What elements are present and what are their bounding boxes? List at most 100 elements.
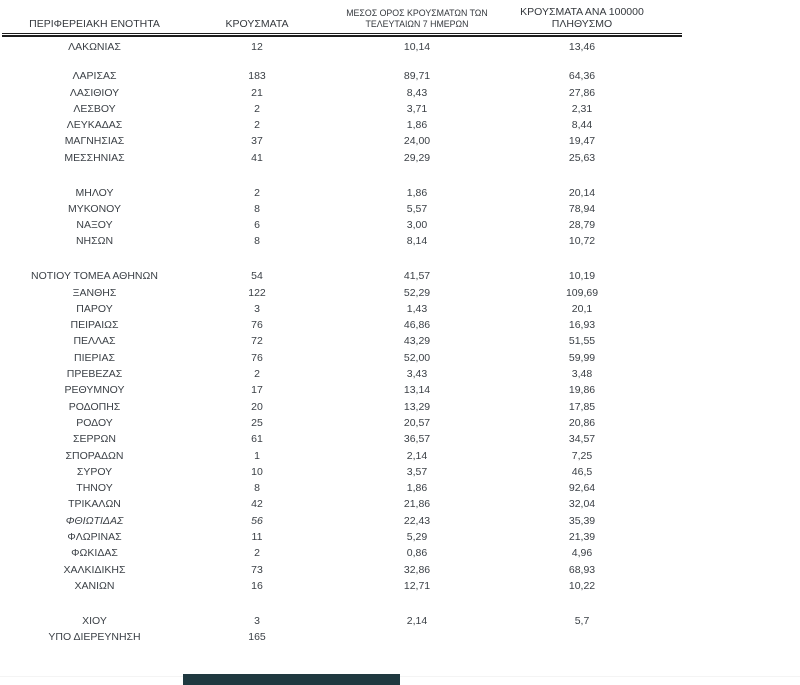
cell-avg7: 41,57 <box>403 270 431 283</box>
table-row: ΦΩΚΙΔΑΣ 2 0,86 4,96 <box>2 545 682 561</box>
table-row: ΛΕΥΚΑΔΑΣ 2 1,86 8,44 <box>2 117 682 133</box>
cell-cases: 21 <box>251 86 263 99</box>
cell-region: ΛΕΣΒΟΥ <box>73 102 116 115</box>
cell-per100k: 3,48 <box>571 368 593 381</box>
table-group: ΝΟΤΙΟΥ ΤΟΜΕΑ ΑΘΗΝΩΝ 54 41,57 10,19 ΞΑΝΘΗ… <box>2 268 682 594</box>
cell-region: ΠΡΕΒΕΖΑΣ <box>66 368 123 381</box>
cell-region: ΡΟΔΟΠΗΣ <box>68 400 121 413</box>
table-row: ΦΛΩΡΙΝΑΣ 11 5,29 21,39 <box>2 529 682 545</box>
cell-avg7: 36,57 <box>403 433 431 446</box>
table-row: ΧΑΛΚΙΔΙΚΗΣ 73 32,86 68,93 <box>2 562 682 578</box>
table-row: ΜΗΛΟΥ 2 1,86 20,14 <box>2 185 682 201</box>
cell-cases: 8 <box>254 202 260 215</box>
cell-region: ΤΡΙΚΑΛΩΝ <box>68 498 121 511</box>
cell-region: ΧΑΛΚΙΔΙΚΗΣ <box>63 563 126 576</box>
cell-cases: 2 <box>254 119 260 132</box>
table-row: ΧΑΝΙΩΝ 16 12,71 10,22 <box>2 578 682 594</box>
cell-cases: 1 <box>254 449 260 462</box>
cell-region: ΥΠΟ ΔΙΕΡΕΥΝΗΣΗ <box>48 631 141 643</box>
cell-avg7 <box>327 629 507 645</box>
cell-per100k: 10,72 <box>568 235 596 248</box>
cell-cases: 17 <box>251 384 263 397</box>
cell-avg7: 2,14 <box>406 449 428 462</box>
cell-per100k: 13,46 <box>568 41 596 53</box>
cell-region: ΠΕΙΡΑΙΩΣ <box>70 319 119 332</box>
cell-cases: 6 <box>254 219 260 232</box>
table-row: ΝΟΤΙΟΥ ΤΟΜΕΑ ΑΘΗΝΩΝ 54 41,57 10,19 <box>2 268 682 284</box>
cell-avg7: 52,00 <box>403 351 431 364</box>
cell-region: ΣΠΟΡΑΔΩΝ <box>65 449 124 462</box>
cell-avg7: 24,00 <box>403 135 431 148</box>
table-row: ΠΑΡΟΥ 3 1,43 20,1 <box>2 301 682 317</box>
table-row: ΠΙΕΡΙΑΣ 76 52,00 59,99 <box>2 350 682 366</box>
header-divider-line <box>2 33 682 37</box>
cell-region: ΝΟΤΙΟΥ ΤΟΜΕΑ ΑΘΗΝΩΝ <box>31 270 158 283</box>
cell-per100k: 8,44 <box>571 119 593 132</box>
table-row: ΛΕΣΒΟΥ 2 3,71 2,31 <box>2 101 682 117</box>
cell-per100k: 10,19 <box>568 270 596 283</box>
cell-avg7: 3,43 <box>406 368 428 381</box>
cell-region: ΣΕΡΡΩΝ <box>73 433 116 446</box>
header-per100k-line1: ΚΡΟΥΣΜΑΤΑ ΑΝΑ 100000 <box>520 6 644 18</box>
cell-cases: 3 <box>254 614 260 627</box>
table-row: ΠΡΕΒΕΖΑΣ 2 3,43 3,48 <box>2 366 682 382</box>
cell-avg7: 29,29 <box>403 151 431 164</box>
table-row: ΣΠΟΡΑΔΩΝ 1 2,14 7,25 <box>2 448 682 464</box>
table-group: ΛΑΚΩΝΙΑΣ 12 10,14 13,46 <box>2 39 682 55</box>
header-avg7-line1: ΜΕΣΟΣ ΟΡΟΣ ΚΡΟΥΣΜΑΤΩΝ ΤΩΝ <box>346 8 488 18</box>
table-row: ΜΑΓΝΗΣΙΑΣ 37 24,00 19,47 <box>2 133 682 149</box>
cell-per100k <box>507 629 657 645</box>
table-row: ΤΡΙΚΑΛΩΝ 42 21,86 32,04 <box>2 496 682 512</box>
cell-per100k: 21,39 <box>568 531 596 544</box>
cell-cases: 2 <box>254 547 260 560</box>
cell-cases: 12 <box>251 41 263 53</box>
cell-region: ΜΥΚΟΝΟΥ <box>67 202 121 215</box>
header-cases-label: ΚΡΟΥΣΜΑΤΑ <box>225 18 289 30</box>
table-group: ΜΗΛΟΥ 2 1,86 20,14 ΜΥΚΟΝΟΥ 8 5,57 78,94 … <box>2 185 682 250</box>
cell-cases: 16 <box>251 579 263 592</box>
cell-cases: 10 <box>251 465 263 478</box>
cell-cases: 11 <box>251 531 263 544</box>
cell-per100k: 35,39 <box>568 514 596 527</box>
cell-cases: 2 <box>254 186 260 199</box>
cell-per100k: 27,86 <box>568 86 596 99</box>
cell-region: ΧΙΟΥ <box>82 614 107 627</box>
cell-avg7: 8,43 <box>406 86 428 99</box>
cell-cases: 183 <box>248 70 266 83</box>
cell-per100k: 25,63 <box>568 151 596 164</box>
table-row: ΝΗΣΩΝ 8 8,14 10,72 <box>2 233 682 249</box>
cell-cases: 61 <box>251 433 263 446</box>
header-region-label: ΠΕΡΙΦΕΡΕΙΑΚΗ ΕΝΟΤΗΤΑ <box>29 18 160 30</box>
table-row: ΠΕΛΛΑΣ 72 43,29 51,55 <box>2 333 682 349</box>
cell-per100k: 19,86 <box>568 384 596 397</box>
cell-per100k: 46,5 <box>571 465 593 478</box>
cell-region: ΠΙΕΡΙΑΣ <box>74 351 115 364</box>
cell-per100k: 5,7 <box>574 614 590 627</box>
cell-avg7: 32,86 <box>403 563 431 576</box>
table-row: ΛΑΡΙΣΑΣ 183 89,71 64,36 <box>2 68 682 84</box>
table-row: ΥΠΟ ΔΙΕΡΕΥΝΗΣΗ 165 <box>2 629 682 645</box>
cell-per100k: 19,47 <box>568 135 596 148</box>
header-avg7-line2: ΤΕΛΕΥΤΑΙΩΝ 7 ΗΜΕΡΩΝ <box>365 19 469 29</box>
cell-avg7: 3,00 <box>406 219 428 232</box>
cell-cases: 2 <box>254 102 260 115</box>
cell-avg7: 21,86 <box>403 498 431 511</box>
cell-per100k: 10,22 <box>568 579 596 592</box>
table-row: ΞΑΝΘΗΣ 122 52,29 109,69 <box>2 285 682 301</box>
table-row: ΛΑΣΙΘΙΟΥ 21 8,43 27,86 <box>2 85 682 101</box>
cell-per100k: 7,25 <box>571 449 593 462</box>
cases-table: ΠΕΡΙΦΕΡΕΙΑΚΗ ΕΝΟΤΗΤΑ ΚΡΟΥΣΜΑΤΑ ΜΕΣΟΣ ΟΡΟ… <box>2 6 682 645</box>
cell-per100k: 92,64 <box>568 482 596 495</box>
table-row: ΜΥΚΟΝΟΥ 8 5,57 78,94 <box>2 201 682 217</box>
cell-region: ΠΑΡΟΥ <box>76 302 113 315</box>
cell-cases: 2 <box>254 368 260 381</box>
cell-per100k: 78,94 <box>568 202 596 215</box>
cell-avg7: 13,14 <box>403 384 431 397</box>
cell-per100k: 20,86 <box>568 416 596 429</box>
cell-avg7: 1,43 <box>406 302 428 315</box>
cell-avg7: 12,71 <box>403 579 431 592</box>
cell-cases: 73 <box>251 563 263 576</box>
cell-region: ΦΛΩΡΙΝΑΣ <box>67 531 122 544</box>
table-row: ΝΑΞΟΥ 6 3,00 28,79 <box>2 217 682 233</box>
cell-cases: 165 <box>248 631 266 643</box>
